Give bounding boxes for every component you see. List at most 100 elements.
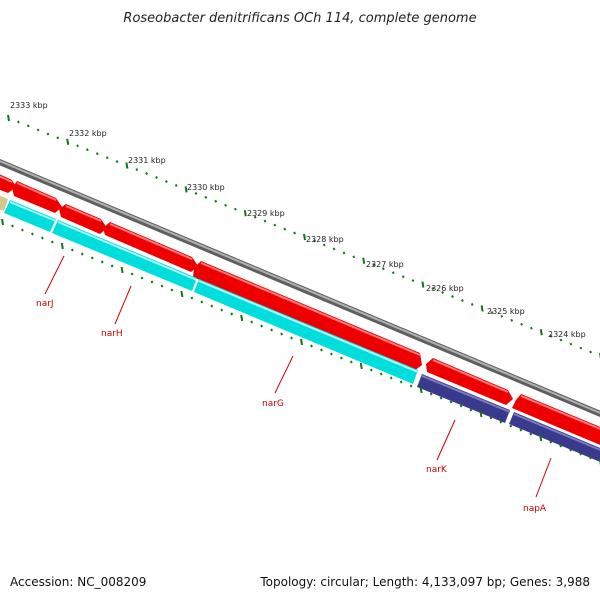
- major-tick: [1, 218, 4, 226]
- cds-feature: [512, 394, 600, 445]
- tick-label: 2329 kbp: [247, 209, 285, 218]
- minor-tick: [589, 456, 592, 460]
- minor-tick: [510, 318, 514, 322]
- gene-narK: [417, 374, 510, 423]
- minor-tick: [530, 326, 533, 330]
- minor-tick: [150, 280, 154, 284]
- minor-tick: [76, 144, 79, 148]
- gene-label-leaders: [44, 255, 552, 498]
- minor-tick: [190, 296, 194, 300]
- minor-tick: [140, 276, 144, 280]
- gene-label-narH: narH: [101, 329, 123, 339]
- minor-tick: [569, 448, 572, 452]
- minor-tick: [322, 243, 326, 247]
- minor-tick: [70, 248, 74, 252]
- minor-tick: [100, 260, 104, 264]
- tick-label: 2331 kbp: [128, 156, 166, 165]
- major-tick: [243, 210, 247, 217]
- minor-tick: [549, 334, 553, 338]
- backbone-ring: [0, 158, 600, 418]
- major-tick: [359, 362, 363, 370]
- minor-tick: [313, 239, 316, 243]
- minor-tick: [174, 183, 178, 187]
- map-title: Roseobacter denitrificans OCh 114, compl…: [123, 11, 476, 26]
- minor-tick: [409, 384, 413, 388]
- inner-tick-ring: [1, 218, 600, 466]
- minor-tick: [170, 288, 174, 292]
- minor-tick: [253, 215, 257, 219]
- major-tick: [7, 114, 10, 122]
- cds-feature: [426, 358, 513, 405]
- major-tick: [184, 186, 188, 193]
- major-tick: [479, 410, 483, 418]
- minor-tick: [36, 128, 40, 132]
- gene-napA: [509, 412, 600, 462]
- cds-feature: [59, 204, 107, 234]
- gene-label-narJ: narJ: [36, 299, 54, 309]
- tick-label: 2325 kbp: [487, 307, 525, 316]
- major-tick: [300, 338, 303, 346]
- minor-tick: [290, 336, 293, 340]
- minor-tick: [160, 284, 164, 288]
- minor-tick: [369, 368, 373, 372]
- minor-tick: [441, 291, 444, 294]
- minor-tick: [342, 251, 346, 255]
- minor-tick: [461, 299, 464, 302]
- major-tick: [66, 138, 70, 145]
- minor-tick: [579, 346, 583, 350]
- minor-tick: [234, 207, 237, 211]
- major-tick: [421, 281, 425, 288]
- genome-summary-text: Topology: circular; Length: 4,133,097 bp…: [259, 575, 590, 589]
- gene-narH: [52, 220, 197, 291]
- major-tick: [60, 242, 64, 250]
- minor-tick: [372, 263, 375, 267]
- minor-tick: [283, 227, 287, 231]
- minor-tick: [250, 320, 254, 324]
- tick-label: 2327 kbp: [366, 260, 404, 269]
- minor-tick: [520, 322, 523, 326]
- minor-tick: [509, 424, 513, 428]
- minor-tick: [340, 356, 343, 360]
- tick-label: 2330 kbp: [187, 183, 225, 192]
- minor-tick: [26, 124, 30, 128]
- minor-tick: [110, 264, 114, 268]
- minor-tick: [260, 324, 263, 328]
- gene-label-napA: napA: [523, 504, 547, 514]
- minor-tick: [391, 271, 395, 275]
- minor-tick: [411, 279, 415, 283]
- minor-tick: [165, 180, 168, 183]
- minor-tick: [115, 160, 119, 164]
- minor-tick: [155, 176, 158, 179]
- major-tick: [539, 329, 543, 336]
- minor-tick: [470, 302, 474, 306]
- cds-feature: [103, 222, 198, 272]
- minor-tick: [90, 256, 94, 260]
- minor-tick: [549, 440, 553, 444]
- minor-tick: [529, 432, 533, 436]
- minor-tick: [389, 376, 393, 380]
- minor-tick: [429, 392, 433, 396]
- minor-tick: [451, 295, 454, 298]
- tick-label: 2332 kbp: [69, 129, 107, 138]
- minor-tick: [270, 328, 273, 332]
- gene-label-narG: narG: [262, 399, 284, 409]
- gene-track: [0, 195, 600, 462]
- minor-tick: [320, 348, 323, 352]
- minor-tick: [17, 120, 20, 124]
- minor-tick: [230, 312, 234, 316]
- minor-tick: [194, 191, 198, 195]
- minor-tick: [105, 156, 109, 160]
- tick-label: 2326 kbp: [426, 284, 464, 293]
- minor-tick: [95, 152, 99, 156]
- minor-tick: [352, 255, 356, 259]
- minor-tick: [220, 308, 224, 312]
- tick-labels: 2333 kbp 2332 kbp 2331 kbp 2330 kbp 2329…: [10, 101, 586, 339]
- minor-tick: [559, 444, 562, 448]
- cds-track: [0, 174, 600, 445]
- minor-tick: [280, 332, 283, 336]
- major-tick: [480, 305, 484, 312]
- tick-label: 2333 kbp: [10, 101, 48, 110]
- major-tick: [539, 434, 543, 442]
